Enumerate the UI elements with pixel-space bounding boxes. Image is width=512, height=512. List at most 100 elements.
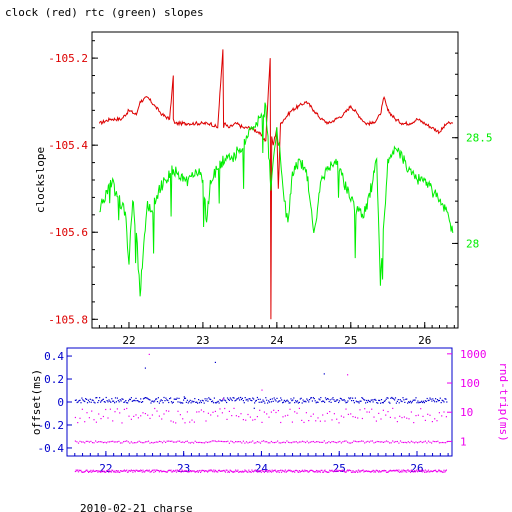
rtt-point — [88, 471, 90, 473]
offset-point — [362, 397, 364, 400]
rtt-point — [263, 440, 265, 442]
rtt-point — [347, 374, 349, 376]
x-tick-label: 25 — [344, 334, 357, 347]
rtt-point — [145, 470, 147, 472]
rtt-point — [193, 442, 195, 444]
rtt-point — [381, 470, 383, 472]
rtt-point — [397, 471, 399, 473]
offset-point — [83, 400, 85, 402]
rtt-point — [325, 442, 327, 444]
rtt-point — [91, 471, 93, 473]
rtt-point — [328, 441, 330, 443]
rtt-point — [115, 471, 117, 473]
rtt-point — [272, 471, 274, 473]
rtt-point — [87, 440, 89, 442]
rtt-point — [323, 470, 325, 472]
rtt-point — [291, 442, 293, 444]
rtt-point — [370, 471, 372, 473]
rtt-point — [208, 441, 210, 443]
rtt-point — [298, 441, 300, 443]
rtt-point — [353, 471, 355, 473]
offset-point — [279, 400, 281, 402]
rtt-point — [268, 416, 270, 418]
offset-point — [221, 400, 223, 402]
rtt-point — [312, 440, 314, 443]
rtt-point — [229, 469, 231, 471]
offset-point — [434, 401, 436, 403]
offset-point — [364, 399, 366, 401]
offset-point — [351, 400, 353, 402]
rtt-point — [392, 469, 395, 471]
rtt-point — [253, 470, 255, 472]
offset-point — [405, 398, 407, 400]
rtt-point — [293, 470, 295, 472]
rtt-point — [306, 470, 308, 472]
rtt-point — [103, 470, 105, 472]
rtt-point — [138, 440, 140, 442]
rtt-point — [267, 470, 269, 472]
rtt-point — [261, 389, 263, 391]
rtt-point — [126, 407, 128, 410]
rtt-point — [406, 417, 408, 419]
rtt-point — [207, 412, 209, 414]
rtt-point — [207, 441, 209, 444]
offset-point — [419, 401, 421, 403]
rtt-point — [217, 415, 219, 417]
rtt-point — [265, 469, 267, 471]
rtt-point — [434, 469, 437, 471]
offset-point — [391, 396, 393, 399]
rtt-point — [407, 441, 409, 443]
rtt-point — [391, 470, 393, 472]
rtt-point — [219, 408, 221, 410]
rtt-point — [361, 470, 363, 472]
rtt-point — [305, 470, 307, 472]
rtt-point — [266, 441, 268, 443]
offset-point — [122, 398, 124, 400]
offset-point — [291, 400, 293, 402]
offset-point — [303, 401, 305, 403]
offset-point — [213, 397, 215, 399]
rtt-point — [79, 470, 81, 472]
rtt-point — [142, 412, 144, 414]
rtt-point — [316, 471, 318, 473]
offset-point — [344, 400, 346, 402]
chart-title: clock (red) rtc (green) slopes — [5, 6, 204, 19]
rtt-point — [140, 469, 142, 471]
rtt-point — [221, 470, 223, 472]
rtt-point — [238, 471, 240, 473]
rtt-point — [74, 416, 76, 419]
rtt-point — [176, 469, 178, 471]
rtt-point — [395, 441, 397, 443]
rtt-point — [277, 440, 279, 442]
offset-point — [208, 397, 210, 399]
rtt-point — [263, 411, 265, 413]
rtt-point — [357, 471, 359, 473]
rtt-point — [322, 441, 324, 443]
rtt-point — [255, 469, 257, 471]
rtt-point — [216, 441, 218, 443]
y-tick-label: -105.6 — [48, 226, 88, 239]
rtt-point — [98, 441, 100, 443]
rtt-point — [385, 440, 388, 442]
rtt-point — [165, 410, 167, 412]
rtt-point — [287, 441, 290, 443]
rtt-point — [135, 414, 137, 416]
rtt-point — [101, 441, 103, 443]
offset-point — [236, 398, 238, 400]
offset-point — [100, 400, 103, 402]
series-line-clock — [98, 49, 454, 320]
offset-point — [126, 402, 128, 404]
rtt-point — [356, 441, 358, 443]
rtt-point — [154, 470, 157, 473]
rtt-point — [314, 441, 316, 443]
offset-point — [227, 398, 229, 400]
rtt-point — [276, 471, 278, 473]
offset-point — [187, 402, 189, 404]
offset-point — [331, 398, 333, 400]
rtt-point — [295, 469, 297, 471]
offset-point — [196, 401, 198, 403]
rtt-point — [430, 470, 432, 472]
rtt-point — [273, 409, 275, 411]
offset-point — [327, 398, 329, 400]
offset-point — [402, 397, 404, 399]
